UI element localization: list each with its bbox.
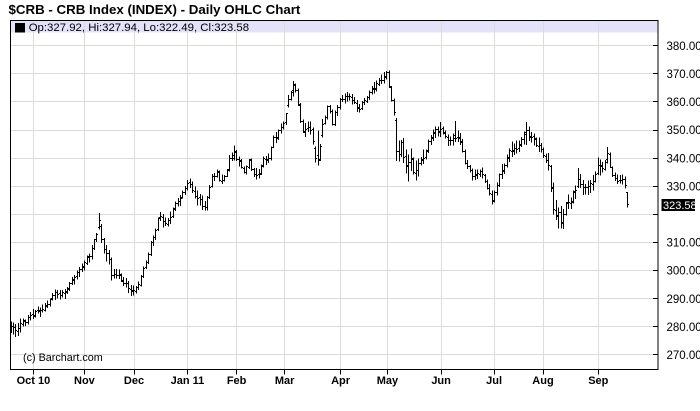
svg-text:380.00: 380.00 bbox=[667, 41, 700, 53]
svg-text:Mar: Mar bbox=[275, 375, 295, 387]
svg-text:290.00: 290.00 bbox=[667, 294, 700, 306]
svg-text:Op:327.92, Hi:327.94, Lo:322.4: Op:327.92, Hi:327.94, Lo:322.49, Cl:323.… bbox=[29, 22, 249, 34]
svg-text:323.58: 323.58 bbox=[663, 200, 697, 212]
svg-text:$CRB - CRB Index (INDEX) - Dai: $CRB - CRB Index (INDEX) - Daily OHLC Ch… bbox=[9, 2, 301, 17]
svg-text:(c) Barchart.com: (c) Barchart.com bbox=[23, 352, 103, 364]
svg-text:300.00: 300.00 bbox=[667, 266, 700, 278]
svg-text:340.00: 340.00 bbox=[667, 153, 700, 165]
svg-text:280.00: 280.00 bbox=[667, 322, 700, 334]
svg-text:Jan 11: Jan 11 bbox=[171, 375, 205, 387]
svg-text:Aug: Aug bbox=[532, 375, 553, 387]
svg-text:330.00: 330.00 bbox=[667, 181, 700, 193]
svg-text:Apr: Apr bbox=[331, 375, 351, 387]
svg-text:360.00: 360.00 bbox=[667, 97, 700, 109]
svg-text:Jul: Jul bbox=[486, 375, 502, 387]
svg-text:Sep: Sep bbox=[588, 375, 608, 387]
svg-text:270.00: 270.00 bbox=[667, 350, 700, 362]
svg-text:May: May bbox=[377, 375, 399, 387]
svg-text:370.00: 370.00 bbox=[667, 69, 700, 81]
svg-text:Jun: Jun bbox=[431, 375, 451, 387]
svg-text:Oct 10: Oct 10 bbox=[17, 375, 51, 387]
svg-text:Feb: Feb bbox=[227, 375, 247, 387]
svg-text:310.00: 310.00 bbox=[667, 238, 700, 250]
svg-text:Nov: Nov bbox=[74, 375, 96, 387]
svg-text:350.00: 350.00 bbox=[667, 125, 700, 137]
svg-text:Dec: Dec bbox=[124, 375, 144, 387]
